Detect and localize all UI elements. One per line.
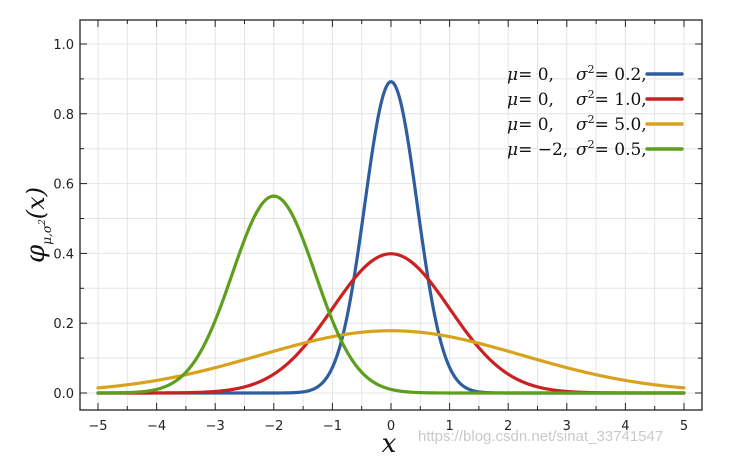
series-curves	[96, 80, 686, 395]
series-line-4	[96, 194, 686, 395]
y-axis-label-superscript: 2	[38, 219, 48, 226]
legend-sigma: σ2= 0.5,	[576, 138, 647, 160]
x-tick-label: −3	[206, 419, 225, 434]
y-tick-label: 0.0	[53, 387, 74, 402]
legend-entry: μ= 0, σ2= 5.0,	[507, 113, 684, 135]
legend-entry: μ= −2, σ2= 0.5,	[507, 138, 684, 160]
legend-mu: μ= 0,	[507, 90, 554, 110]
legend-entry: μ= 0, σ2= 1.0,	[507, 88, 684, 110]
y-axis-label-argument: (x)	[22, 187, 50, 219]
x-tick-label: 1	[445, 419, 453, 434]
legend-sigma-superscript: 2	[588, 113, 595, 126]
y-tick-label: 0.6	[53, 178, 74, 193]
legend-sigma-symbol: σ	[576, 65, 588, 85]
y-axis-label-subscript: μ,σ	[40, 224, 54, 245]
legend-entry: μ= 0, σ2= 0.2,	[507, 63, 684, 85]
legend-sigma-symbol: σ	[576, 90, 588, 110]
x-tick-label: 0	[387, 419, 395, 434]
legend-mu-value: = 0,	[518, 115, 554, 135]
x-tick-label: 2	[504, 419, 512, 434]
y-tick-label: 0.2	[53, 317, 74, 332]
legend-sigma: σ2= 1.0,	[576, 88, 647, 110]
legend-sigma-value: = 0.5,	[595, 140, 647, 160]
legend-sigma: σ2= 5.0,	[576, 113, 647, 135]
legend: μ= 0, σ2= 0.2,μ= 0, σ2= 1.0,μ= 0, σ2= 5.0,μ…	[507, 63, 684, 160]
legend-sigma-value: = 5.0,	[595, 115, 647, 135]
y-tick-label: 1.0	[53, 38, 74, 53]
legend-sigma-symbol: σ	[576, 140, 588, 160]
legend-sigma-superscript: 2	[588, 63, 595, 76]
legend-sigma: σ2= 0.2,	[576, 63, 647, 85]
legend-mu-symbol: μ	[507, 115, 518, 135]
legend-sigma-superscript: 2	[588, 138, 595, 151]
x-axis-label: x	[382, 429, 397, 459]
legend-mu-symbol: μ	[507, 90, 518, 110]
legend-mu-symbol: μ	[507, 140, 518, 160]
x-tick-label: 5	[680, 419, 688, 434]
watermark: https://blog.csdn.net/sinat_33741547	[418, 428, 664, 445]
legend-sigma-value: = 1.0,	[595, 90, 647, 110]
x-tick-label: −1	[323, 419, 342, 434]
x-tick-label: −4	[147, 419, 166, 434]
axis-ticks: −5 −4 −3 −2 −1 0 1 2 3 4 5 0.0 0.2 0.4 0.6 0.8 1.0	[53, 20, 702, 434]
y-tick-label: 0.8	[53, 108, 74, 123]
legend-mu: μ= −2,	[507, 140, 568, 160]
x-tick-label: 3	[563, 419, 571, 434]
x-tick-label: −2	[264, 419, 283, 434]
legend-mu: μ= 0,	[507, 115, 554, 135]
legend-mu: μ= 0,	[507, 65, 554, 85]
x-tick-label: 4	[621, 419, 629, 434]
legend-mu-symbol: μ	[507, 65, 518, 85]
legend-sigma-symbol: σ	[576, 115, 588, 135]
legend-mu-value: = 0,	[518, 90, 554, 110]
x-tick-label: −5	[88, 419, 107, 434]
y-axis-label-phi: φ	[21, 244, 51, 263]
series-line-3	[96, 329, 686, 390]
legend-mu-value: = 0,	[518, 65, 554, 85]
legend-sigma-superscript: 2	[588, 88, 595, 101]
legend-mu-value: = −2,	[518, 140, 568, 160]
legend-sigma-value: = 0.2,	[595, 65, 647, 85]
y-axis-label: φμ,σ2(x)	[21, 187, 54, 263]
y-tick-label: 0.4	[53, 247, 74, 262]
grid	[80, 20, 702, 410]
